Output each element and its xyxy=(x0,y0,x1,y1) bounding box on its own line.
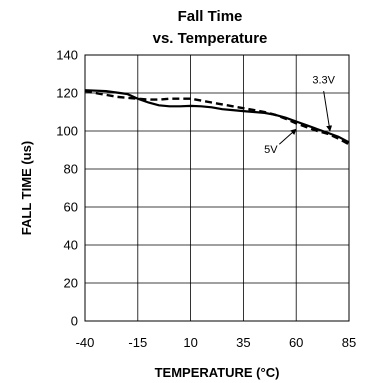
y-tick-label: 100 xyxy=(56,124,78,139)
y-tick-label: 20 xyxy=(64,276,78,291)
y-tick-label: 40 xyxy=(64,238,78,253)
annotation-5v: 5V xyxy=(264,144,278,156)
x-tick-labels: -40 -15 10 35 60 85 xyxy=(76,335,357,350)
series-lines xyxy=(84,89,350,146)
x-tick-label: 10 xyxy=(183,335,197,350)
series-line-5v xyxy=(84,89,350,146)
annotation-3-3v: 3.3V xyxy=(312,75,335,87)
y-tick-labels: 0 20 40 60 80 100 120 140 xyxy=(56,48,78,329)
x-tick-label: 85 xyxy=(342,335,356,350)
chart-title-line-2: vs. Temperature xyxy=(153,30,268,47)
chart-title-line-1: Fall Time xyxy=(178,8,243,25)
x-tick-label: 60 xyxy=(289,335,303,350)
series-line-3-3v xyxy=(84,89,350,144)
y-tick-label: 80 xyxy=(64,162,78,177)
y-tick-label: 0 xyxy=(71,314,78,329)
y-axis-label: FALL TIME (us) xyxy=(19,141,34,235)
x-tick-label: 35 xyxy=(236,335,250,350)
annotations: 3.3V 5V xyxy=(264,75,336,156)
x-axis-label: TEMPERATURE (°C) xyxy=(155,365,280,380)
y-tick-label: 120 xyxy=(56,86,78,101)
grid-lines xyxy=(84,54,350,322)
y-tick-label: 140 xyxy=(56,48,78,63)
annotation-5v-arrow xyxy=(278,128,297,145)
y-tick-label: 60 xyxy=(64,200,78,215)
x-tick-label: -15 xyxy=(128,335,147,350)
x-tick-label: -40 xyxy=(76,335,95,350)
plot-frame xyxy=(84,54,350,322)
annotation-3-3v-arrow xyxy=(323,91,333,132)
